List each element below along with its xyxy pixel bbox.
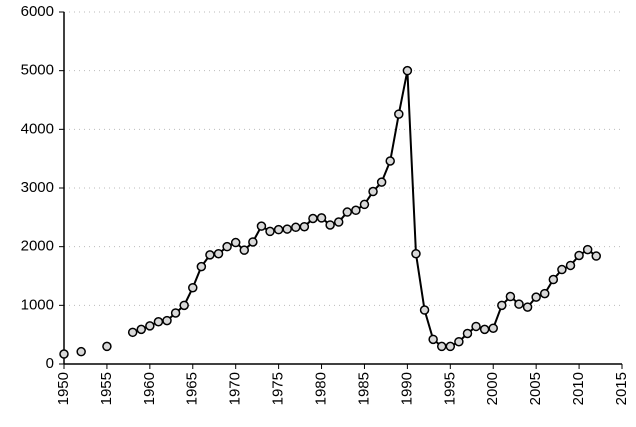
marker — [188, 282, 198, 293]
marker — [196, 261, 207, 272]
marker — [265, 226, 275, 237]
x-tick-label: 2015 — [613, 372, 630, 405]
marker — [256, 221, 267, 231]
marker — [394, 109, 404, 119]
x-tick-label: 1985 — [355, 372, 372, 405]
marker — [411, 248, 421, 259]
marker — [136, 324, 147, 335]
y-tick-label: 5000 — [21, 62, 54, 79]
marker — [248, 237, 258, 247]
marker — [479, 324, 490, 335]
marker — [522, 302, 533, 312]
y-tick-label: 0 — [46, 355, 54, 372]
marker — [145, 321, 155, 331]
marker — [59, 349, 69, 359]
marker — [153, 317, 164, 327]
marker — [239, 245, 250, 255]
marker — [471, 321, 481, 332]
x-tick-label: 1970 — [227, 372, 244, 405]
y-tick-label: 3000 — [21, 179, 54, 196]
y-tick-label: 2000 — [21, 238, 54, 255]
marker — [325, 220, 335, 230]
marker — [497, 300, 507, 311]
x-tick-label: 1995 — [441, 372, 458, 405]
marker — [282, 224, 292, 234]
marker — [76, 346, 86, 357]
x-tick-label: 1965 — [184, 372, 201, 405]
marker — [127, 327, 138, 338]
marker — [376, 177, 387, 187]
marker — [419, 305, 430, 315]
x-tick-label: 2010 — [570, 372, 587, 405]
marker — [351, 205, 361, 216]
x-tick-label: 1990 — [398, 372, 415, 405]
marker — [436, 341, 447, 352]
x-tick-label: 1955 — [98, 372, 115, 405]
y-tick-label: 4000 — [21, 120, 54, 137]
marker — [385, 156, 395, 166]
marker — [359, 199, 370, 210]
x-tick-label: 2005 — [527, 372, 544, 405]
marker — [342, 207, 353, 217]
x-tick-label: 1960 — [141, 372, 158, 405]
marker — [333, 217, 344, 227]
marker — [316, 213, 327, 223]
marker — [222, 241, 232, 252]
marker — [162, 315, 172, 326]
marker — [531, 292, 541, 302]
marker — [548, 274, 559, 285]
marker — [428, 334, 438, 345]
x-tick-label: 1975 — [270, 372, 287, 405]
marker — [179, 300, 189, 311]
marker — [368, 186, 378, 197]
marker — [454, 336, 464, 347]
marker — [462, 328, 473, 339]
marker — [591, 251, 601, 261]
marker — [574, 250, 584, 261]
marker — [582, 244, 593, 255]
marker — [308, 213, 318, 224]
marker — [445, 341, 456, 352]
marker — [205, 250, 215, 260]
marker — [505, 291, 516, 302]
marker — [102, 341, 112, 352]
marker — [170, 308, 181, 318]
marker — [299, 221, 310, 232]
x-tick-label: 1980 — [313, 372, 330, 405]
y-tick-label: 1000 — [21, 296, 54, 313]
marker — [514, 299, 524, 309]
x-tick-label: 1950 — [55, 372, 72, 405]
marker — [565, 260, 576, 271]
marker — [230, 237, 241, 248]
x-tick-label: 2000 — [484, 372, 501, 405]
marker — [539, 288, 550, 299]
marker — [213, 248, 224, 259]
marker — [402, 65, 413, 76]
marker — [291, 222, 301, 233]
marker — [557, 264, 567, 275]
y-tick-label: 6000 — [21, 3, 54, 20]
marker — [488, 323, 498, 333]
marker — [273, 224, 284, 235]
